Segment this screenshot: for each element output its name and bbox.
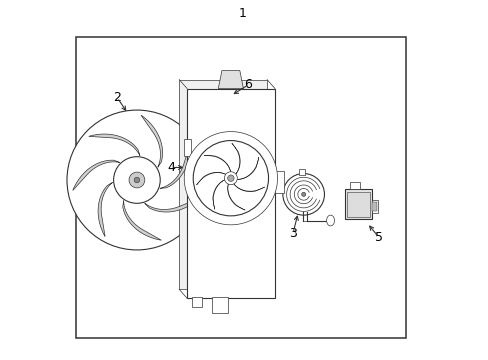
Polygon shape (122, 201, 161, 240)
Circle shape (129, 172, 144, 188)
Bar (371, 202, 376, 211)
Polygon shape (88, 134, 140, 156)
Polygon shape (231, 143, 240, 176)
Bar (183, 139, 190, 156)
Polygon shape (203, 156, 230, 174)
Text: 2: 2 (113, 91, 121, 104)
Text: 3: 3 (288, 227, 296, 240)
Polygon shape (160, 143, 190, 188)
Polygon shape (212, 179, 226, 209)
Polygon shape (196, 172, 227, 185)
Bar (344, 189, 371, 220)
Bar (371, 200, 378, 213)
Ellipse shape (326, 215, 334, 226)
Circle shape (282, 174, 324, 215)
Bar (76, 37, 405, 338)
Bar (274, 171, 284, 193)
Circle shape (224, 172, 237, 185)
Bar (191, 297, 202, 307)
Polygon shape (227, 182, 244, 210)
Bar (299, 169, 305, 175)
Circle shape (301, 192, 305, 197)
Circle shape (227, 175, 234, 181)
Text: 6: 6 (244, 78, 251, 91)
Bar (349, 182, 359, 189)
Polygon shape (179, 80, 266, 289)
Polygon shape (73, 160, 120, 190)
Circle shape (184, 132, 277, 225)
Bar (346, 192, 369, 217)
Polygon shape (98, 183, 112, 237)
Text: 1: 1 (238, 7, 246, 20)
Circle shape (134, 177, 140, 183)
Polygon shape (235, 157, 258, 180)
Polygon shape (144, 198, 199, 212)
Circle shape (193, 140, 268, 216)
Polygon shape (141, 115, 162, 167)
Bar (187, 89, 274, 298)
Bar (211, 297, 227, 313)
Text: 5: 5 (374, 231, 382, 244)
Circle shape (113, 157, 160, 203)
Circle shape (67, 110, 206, 250)
Polygon shape (218, 71, 243, 89)
Polygon shape (232, 182, 264, 192)
Text: 4: 4 (167, 161, 175, 174)
